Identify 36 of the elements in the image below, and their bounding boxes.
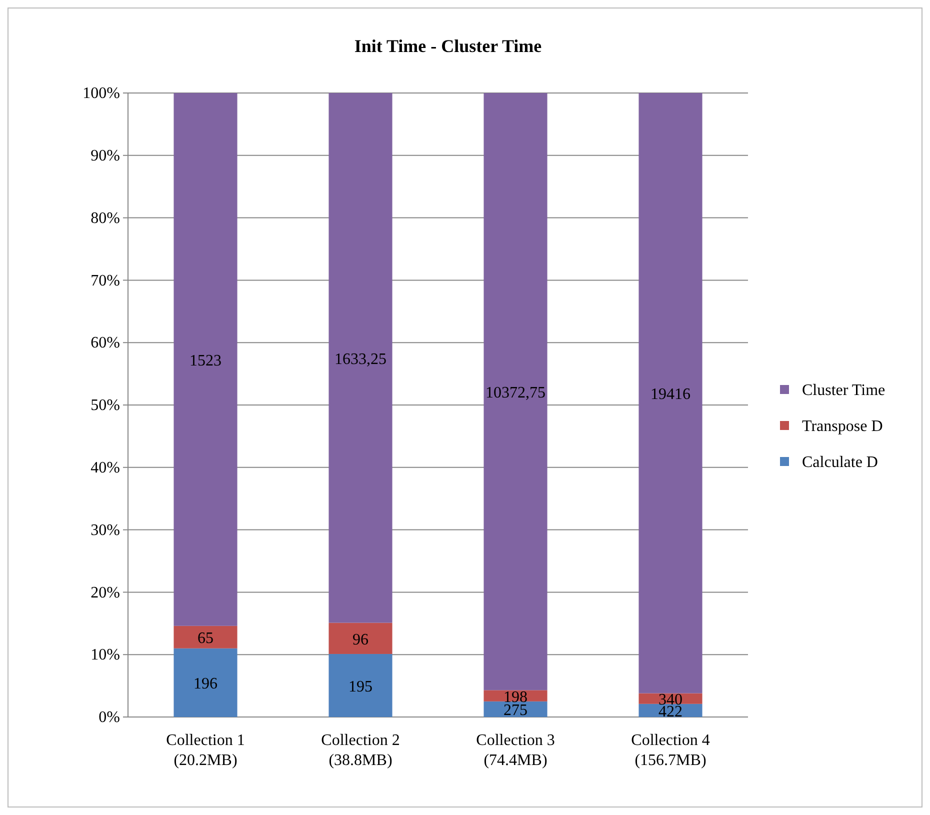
annotation: 275 [504, 702, 528, 720]
bar [174, 626, 238, 648]
annotation: 19416 [650, 386, 690, 404]
x-tick-label: Collection 1 (20.2MB) [166, 732, 245, 769]
annotation: 195 [348, 678, 372, 696]
annotation: 65 [198, 630, 214, 648]
chart-title: Init Time - Cluster Time [354, 36, 542, 56]
bar [174, 648, 238, 717]
y-tick-label: 60% [90, 334, 120, 352]
bar [328, 622, 392, 654]
annotation: 1633,25 [334, 350, 386, 368]
y-tick-label: 0% [98, 709, 120, 726]
x-tick-label: Collection 2 (38.8MB) [321, 732, 400, 769]
y-tick-label: 50% [90, 397, 120, 414]
bar [484, 93, 548, 690]
y-tick-label: 40% [90, 460, 120, 477]
annotation: 96 [352, 631, 368, 648]
x-tick-label: Collection 3 (74.4MB) [476, 732, 555, 769]
y-tick-label: 80% [90, 210, 120, 227]
annotation: 10372,75 [486, 384, 546, 402]
x-tick-label: Collection 4 (156.7MB) [631, 732, 710, 769]
y-tick-label: 90% [90, 148, 120, 165]
legend-label: Cluster Time [802, 382, 886, 399]
legend-label: Calculate D [802, 454, 878, 471]
annotation: 196 [194, 676, 218, 693]
y-tick-label: 70% [90, 272, 120, 290]
bar [638, 93, 702, 694]
y-tick-label: 10% [90, 646, 120, 664]
bar [328, 654, 392, 717]
legend-label: Transpose D [802, 418, 883, 435]
bar [328, 93, 392, 623]
y-tick-label: 20% [90, 584, 120, 602]
y-tick-label: 30% [90, 522, 120, 539]
annotation: 1523 [190, 352, 222, 370]
bar [174, 93, 238, 626]
y-tick-label: 100% [82, 85, 120, 102]
